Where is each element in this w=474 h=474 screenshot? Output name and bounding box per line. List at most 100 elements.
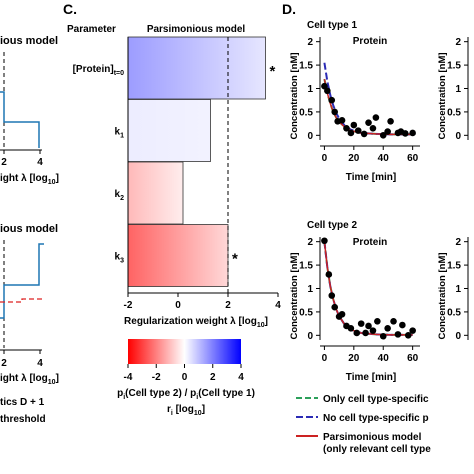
panel-c-x-tick-label-1: 0	[175, 300, 181, 311]
panel-c-xlabel: Regularization weight λ [log10]	[124, 316, 268, 329]
panel-d1-data-point-9	[354, 127, 362, 134]
panel-d: D. Cell type 1 Protein Concentration [nM…	[282, 1, 469, 455]
panel-c-x-tick-label-2: 2	[225, 300, 231, 311]
panel-d2-x-tick-label-1: 20	[348, 353, 360, 364]
panel-d1-data-point-2	[328, 96, 336, 104]
panel-d1-data-point-1	[324, 87, 331, 95]
panel-d-xlabel-2: Time [min]	[346, 372, 396, 383]
panel-c-category-label-2: k2	[115, 189, 125, 202]
left-legend-line-1: tics D + 1	[0, 397, 45, 408]
panel-c-category-label-1: k1	[115, 127, 125, 140]
panel-c-bar-1	[127, 99, 211, 162]
panel-d1-data-point-3	[331, 108, 339, 116]
panel-d1-data-point-12	[369, 124, 377, 132]
colorbar-tick-label-0: -4	[124, 372, 133, 383]
panel-d2-data-point-17	[394, 331, 402, 338]
panel-d2-y-tick-label-1: 0.5	[299, 307, 313, 318]
panel-c-x-tick-label-3: 4	[275, 300, 281, 311]
panel-d2-y-tick-label-4: 2	[307, 237, 313, 248]
panel-d-partial-y-tick-label-0-3: 1.5	[447, 61, 461, 72]
left-top-tick-label-2: 2	[1, 157, 7, 168]
panel-d2-data-point-3	[331, 303, 339, 311]
left-bottom-step-line	[0, 243, 44, 319]
panel-d2-data-point-20	[409, 327, 416, 334]
panel-d1-series-line-2	[323, 78, 413, 136]
panel-c: C. Parameter Parsimonious model * * [Prot…	[63, 1, 281, 417]
panel-d-protein-title-2: Protein	[353, 237, 387, 248]
panel-d1-data-point-14	[379, 132, 387, 139]
panel-d-partial-y-tick-label-0-2: 1	[455, 84, 461, 95]
colorbar	[128, 339, 241, 364]
panel-d1-data-point-15	[384, 128, 391, 135]
left-partial-panels: ious model 2 4 ight λ [log10] ious model…	[0, 35, 59, 425]
panel-d-ylabel-1: Concentration [nM]	[289, 52, 300, 139]
panel-c-category-label-0: [Protein]t=0	[73, 64, 125, 77]
panel-d-partial-y-tick-label-0-4: 2	[455, 37, 461, 48]
panel-d-legend-label-0: Only cell type-specific	[323, 394, 429, 405]
left-legend-line-2: threshold	[0, 414, 46, 425]
panel-d2-data-point-9	[357, 320, 365, 327]
panel-d2-series-line-2	[323, 241, 413, 336]
panel-d2-x-tick-label-0: 0	[322, 353, 328, 364]
panel-d2-data-point-12	[369, 327, 377, 334]
panel-c-x-tick-label-0: -2	[124, 300, 133, 311]
panel-d2-series-line-1	[323, 241, 413, 336]
panel-c-significance-star-0: *	[270, 63, 276, 80]
panel-d-cell-type-2: Cell type 2	[307, 220, 357, 231]
colorbar-label-line-2: ri [log10]	[167, 404, 205, 417]
colorbar-tick-label-3: 2	[210, 372, 216, 383]
panel-d-partial-ylabel-1: Concentration [nM]	[437, 252, 448, 339]
panel-d2-data-point-2	[328, 292, 336, 299]
panel-d2-data-point-15	[384, 324, 391, 332]
panel-d2-y-tick-label-3: 1.5	[299, 261, 313, 272]
panel-d1-data-point-13	[372, 114, 380, 121]
panel-c-model-header: Parsimonious model	[147, 24, 246, 35]
left-bottom-tick-label-2: 2	[1, 358, 7, 369]
panel-d1-x-tick-label-1: 20	[348, 153, 360, 164]
panel-d-cell-type-1: Cell type 1	[307, 20, 357, 31]
panel-c-bar-0	[127, 36, 266, 100]
panel-d1-y-tick-label-0: 0	[307, 131, 313, 142]
left-top-title: ious model	[0, 35, 58, 47]
panel-d2-x-tick-label-2: 40	[378, 353, 390, 364]
left-bottom-red-line	[0, 298, 44, 303]
panel-d2-data-point-11	[365, 322, 372, 330]
panel-d-partial-y-tick-label-1-3: 1.5	[447, 261, 461, 272]
panel-d-partial-y-tick-label-1-4: 2	[455, 237, 461, 248]
panel-d-partial-ylabel-0: Concentration [nM]	[437, 52, 448, 139]
left-bottom-title: ious model	[0, 223, 58, 235]
panel-d1-data-point-7	[347, 129, 355, 137]
panel-d1-y-tick-label-1: 0.5	[299, 107, 313, 118]
panel-d1-x-tick-label-2: 40	[378, 153, 390, 164]
panel-d2-data-point-16	[390, 317, 397, 325]
left-top-tick-label-4: 4	[37, 157, 43, 168]
panel-c-significance-star-3: *	[232, 251, 238, 268]
panel-d-partial-y-tick-label-1-2: 1	[455, 284, 461, 295]
panel-d-xlabel-1: Time [min]	[346, 172, 396, 183]
panel-d-partial-y-tick-label-0-1: 0.5	[447, 107, 461, 118]
panel-d2-y-tick-label-0: 0	[307, 331, 313, 342]
panel-d1-data-point-6	[343, 124, 350, 132]
panel-d2-y-tick-label-2: 1	[307, 284, 313, 295]
left-bottom-tick-label-4: 4	[37, 358, 43, 369]
colorbar-tick-label-1: -2	[152, 372, 161, 383]
panel-d2-data-point-0	[321, 237, 328, 245]
panel-d-legend-label-2: Parsimonious model	[323, 432, 422, 443]
panel-d2-data-point-1	[325, 271, 333, 278]
panel-c-letter: C.	[63, 1, 77, 17]
panel-d1-series-line-0	[323, 78, 413, 136]
panel-d-letter: D.	[282, 1, 296, 17]
panel-c-parameter-header: Parameter	[67, 24, 116, 35]
panel-d2-series-line-0	[323, 241, 413, 336]
left-top-xlabel: ight λ [log10]	[0, 173, 59, 186]
panel-d1-x-tick-label-0: 0	[322, 153, 328, 164]
panel-d2-data-point-18	[399, 321, 406, 329]
panel-c-category-label-3: k3	[115, 252, 125, 265]
panel-d1-x-tick-label-3: 60	[407, 153, 419, 164]
panel-d2-data-point-13	[374, 317, 381, 325]
panel-d2-data-point-19	[404, 332, 412, 339]
panel-d1-data-point-8	[350, 121, 358, 129]
panel-d-partial-y-tick-label-1-1: 0.5	[447, 307, 461, 318]
panel-d2-data-point-7	[347, 324, 355, 332]
